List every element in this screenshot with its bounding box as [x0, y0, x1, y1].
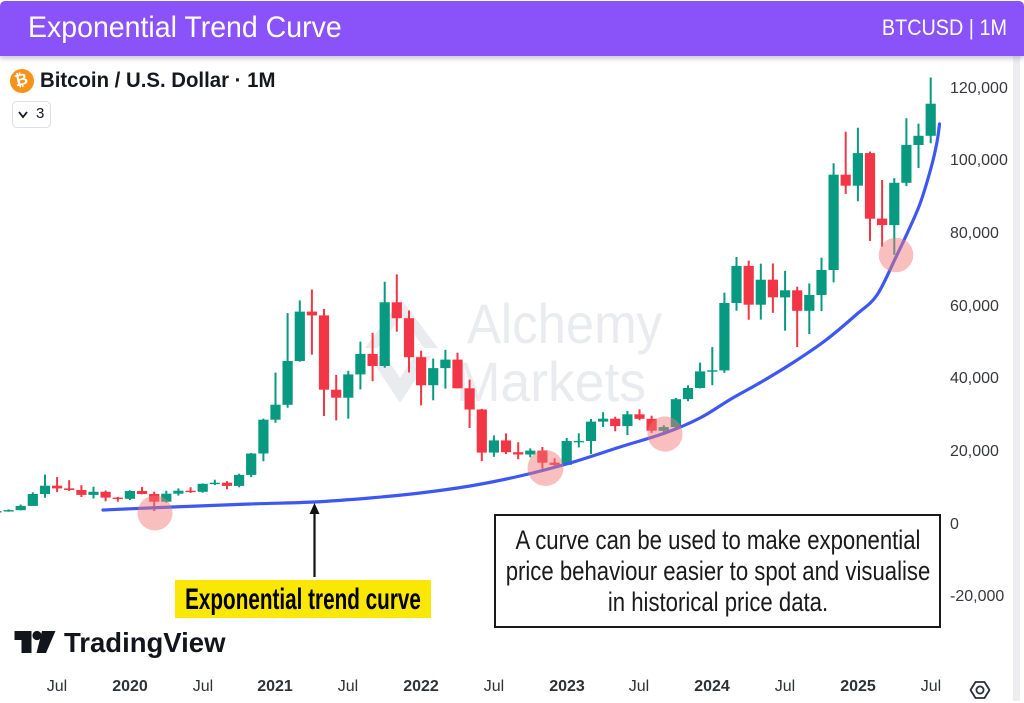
svg-text:Markets: Markets — [456, 350, 646, 413]
svg-text:Alchemy: Alchemy — [467, 292, 662, 355]
